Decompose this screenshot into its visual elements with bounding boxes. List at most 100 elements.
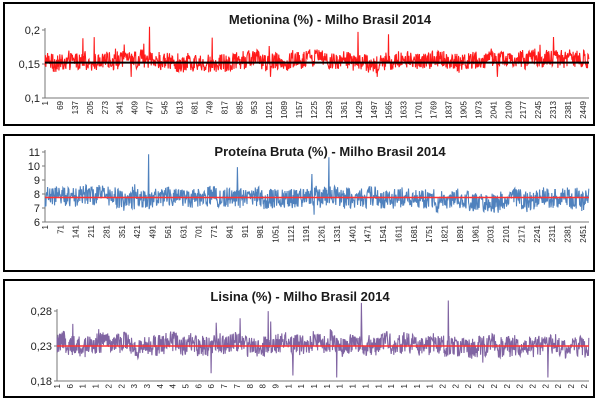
x-tick-label: 613	[176, 100, 185, 114]
x-tick-label: 8	[246, 383, 255, 388]
y-tick-label: 0,18	[31, 376, 52, 388]
lisina-chart: 0,180,230,281 6 1 1 2 2 3 3 4 4 5 6 6 7 7 8 8 9 1 1 1 1 1 1 1 1 1 1…	[31, 289, 590, 388]
x-tick-label: 1051	[272, 224, 281, 242]
x-tick-label: 2	[104, 383, 113, 388]
x-tick-label: 885	[235, 100, 244, 114]
x-tick-label: 2245	[534, 100, 543, 118]
x-tick-label: 1089	[280, 100, 289, 118]
x-tick-label: 1331	[333, 224, 342, 242]
x-tick-label: 211	[87, 224, 96, 237]
x-tick-label: 477	[146, 100, 155, 114]
x-tick-label: 2	[580, 383, 589, 388]
x-tick-label: 1611	[394, 224, 403, 242]
x-tick-label: 9	[272, 383, 281, 388]
x-tick-label: 1681	[410, 224, 419, 242]
y-tick-label: 0,1	[25, 93, 40, 105]
x-tick-label: 2451	[579, 224, 588, 242]
metionina-chart: 0,1 0,15 0,2 1 69 137 205 273 341 409 477 545 613 681…	[19, 12, 590, 119]
x-tick-label: 1891	[456, 224, 465, 242]
x-tick-label: 2	[567, 383, 576, 388]
x-tick-label: 1	[387, 383, 396, 388]
x-tick-label: 1	[336, 383, 345, 388]
series-line	[44, 26, 590, 77]
x-tick-label: 4	[156, 383, 165, 388]
x-tick-label: 2	[439, 383, 448, 388]
x-tick-label: 341	[116, 100, 125, 114]
x-tick-label: 1361	[340, 100, 349, 118]
x-tick-label: 1701	[415, 100, 424, 118]
x-tick-label: 141	[72, 224, 81, 238]
x-tick-label: 1	[310, 383, 319, 388]
x-tick-label: 1	[349, 383, 358, 388]
x-tick-label: 1	[323, 383, 332, 388]
x-tick-label: 2313	[549, 100, 558, 118]
x-tick-label: 7	[233, 383, 242, 388]
x-tick-label: 2381	[564, 224, 573, 242]
x-tick-label: 1633	[400, 100, 409, 118]
x-tick-label: 2031	[487, 224, 496, 242]
x-tick-label: 749	[205, 100, 214, 114]
x-tick-label: 1401	[348, 224, 357, 242]
x-tick-label: 681	[191, 100, 200, 114]
chart-title: Metionina (%) - Milho Brasil 2014	[229, 12, 432, 27]
x-tick-label: 1	[79, 383, 88, 388]
x-tick-label: 8	[259, 383, 268, 388]
x-tick-label: 701	[195, 224, 204, 238]
x-tick-label: 2109	[504, 100, 513, 118]
x-tick-label: 2	[529, 383, 538, 388]
chart-panel-proteina: 6 7 8 9 10 11 1 71 141 211 281 351 421 491 561 631 701 77…	[3, 134, 595, 272]
x-tick-label: 1121	[287, 224, 296, 242]
x-tick-label: 4	[169, 383, 178, 388]
chart-title: Lisina (%) - Milho Brasil 2014	[210, 289, 390, 304]
x-tick-label: 421	[133, 224, 142, 238]
x-tick-label: 771	[210, 224, 219, 238]
x-tick-label: 71	[56, 224, 65, 233]
y-tick-label: 0,23	[31, 341, 52, 353]
x-tick-label: 1	[92, 383, 101, 388]
y-tick-label: 7	[34, 203, 40, 215]
x-tick-label: 491	[149, 224, 158, 238]
x-tick-label: 69	[56, 100, 65, 109]
x-tick-label: 1837	[445, 100, 454, 118]
x-tick-label: 1821	[441, 224, 450, 242]
x-tick-label: 1429	[355, 100, 364, 118]
chart-title: Proteína Bruta (%) - Milho Brasil 2014	[214, 144, 446, 159]
x-tick-label: 2	[477, 383, 486, 388]
x-tick-label: 137	[71, 100, 80, 114]
x-tick-label: 2	[503, 383, 512, 388]
x-tick-label: 981	[256, 224, 265, 238]
x-tick-label: 1905	[460, 100, 469, 118]
y-tick-label: 0,15	[19, 59, 40, 71]
x-tick-label: 2381	[564, 100, 573, 118]
x-tick-label: 817	[220, 100, 229, 114]
x-tick-label: 1	[41, 100, 50, 105]
x-tick-label: 1	[374, 383, 383, 388]
x-tick-label: 561	[164, 224, 173, 238]
x-tick-label: 1973	[474, 100, 483, 118]
y-tick-label: 6	[34, 217, 40, 229]
x-tick-label: 6	[207, 383, 216, 388]
x-tick-label: 2177	[519, 100, 528, 118]
x-tick-label: 2	[554, 383, 563, 388]
x-tick-label: 1	[413, 383, 422, 388]
x-tick-label: 545	[161, 100, 170, 114]
x-tick-label: 1	[361, 383, 370, 388]
x-tick-label: 1	[426, 383, 435, 388]
x-tick-label: 409	[131, 100, 140, 114]
chart-panel-lisina: 0,18 0,23 0,28 1 6 1 1 2 2 3 3 4 4 5 6 6 7 7 8 8 9 1 1 1 1 1 1 1 1 1 1…	[3, 279, 595, 398]
y-tick-label: 8	[34, 189, 40, 201]
x-tick-label: 1	[400, 383, 409, 388]
x-tick-label: 911	[241, 224, 250, 237]
x-tick-label: 273	[101, 100, 110, 114]
x-tick-label: 2101	[502, 224, 511, 242]
x-tick-label: 2	[464, 383, 473, 388]
series-line	[56, 300, 590, 378]
x-tick-label: 1225	[310, 100, 319, 118]
x-tick-label: 351	[118, 224, 127, 238]
x-tick-label: 1	[41, 224, 50, 229]
x-tick-label: 2	[490, 383, 499, 388]
y-tick-label: 9	[34, 175, 40, 187]
x-tick-label: 1471	[364, 224, 373, 242]
x-tick-label: 3	[143, 383, 152, 388]
x-tick-label: 1	[53, 383, 62, 388]
